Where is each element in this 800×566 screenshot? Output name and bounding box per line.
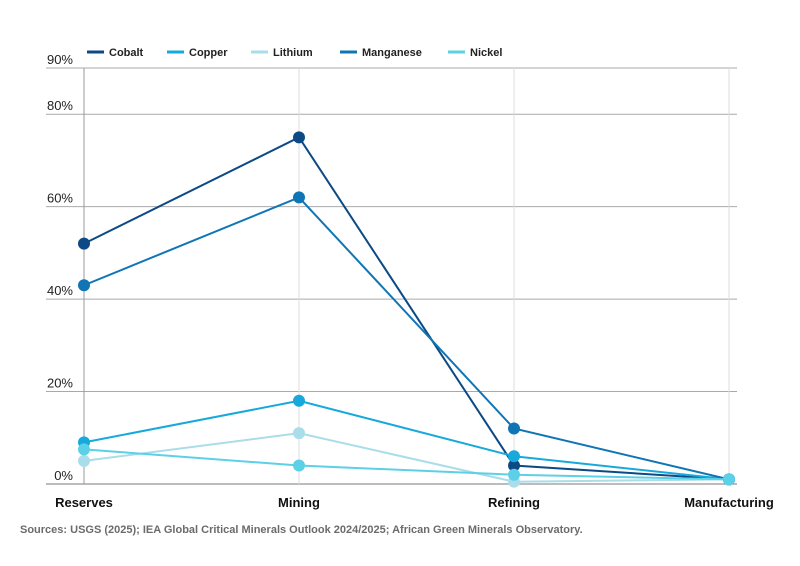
data-point	[293, 131, 305, 144]
data-point	[293, 459, 305, 472]
y-tick-label: 20%	[47, 376, 73, 391]
series-line	[83, 136, 730, 481]
data-point	[508, 459, 520, 472]
y-tick-label: 0%	[54, 468, 73, 483]
source-note: Sources: USGS (2025); IEA Global Critica…	[20, 524, 583, 536]
x-tick-label: Manufacturing	[684, 495, 774, 510]
data-point	[508, 450, 520, 463]
y-tick-label: 90%	[47, 52, 73, 67]
x-tick-label: Refining	[488, 495, 540, 510]
data-point	[508, 468, 520, 481]
data-point	[723, 473, 735, 486]
y-tick-label: 40%	[47, 283, 73, 298]
series-line	[83, 432, 730, 483]
series-line	[83, 399, 730, 481]
data-point	[78, 454, 90, 467]
series-line	[83, 448, 730, 481]
y-tick-label: 80%	[47, 98, 73, 113]
line-chart: 0% 20% 40% 60% 80% 90% Reserves Mining Refining M…	[46, 47, 774, 510]
x-tick-label: Mining	[278, 495, 320, 510]
data-point	[293, 427, 305, 440]
legend-label: Nickel	[470, 47, 502, 59]
data-point	[293, 191, 305, 204]
legend-label: Copper	[189, 47, 228, 59]
y-tick-label: 60%	[47, 191, 73, 206]
data-point	[508, 422, 520, 435]
legend-label: Lithium	[273, 47, 313, 59]
data-point	[78, 443, 90, 456]
data-point	[78, 279, 90, 292]
legend-label: Manganese	[362, 47, 422, 59]
data-point	[293, 394, 305, 407]
x-tick-label: Reserves	[55, 495, 113, 510]
data-point	[78, 237, 90, 250]
legend-label: Cobalt	[109, 47, 144, 59]
series-line	[83, 196, 730, 481]
